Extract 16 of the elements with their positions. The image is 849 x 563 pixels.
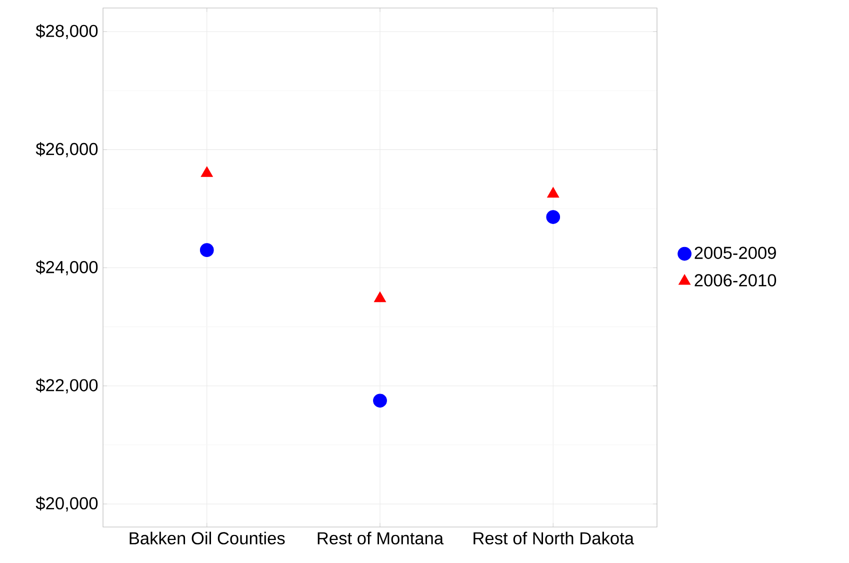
y-tick-label: $20,000 [36, 496, 98, 512]
y-tick-label: $28,000 [36, 24, 98, 40]
y-tick-label: $26,000 [36, 142, 98, 158]
point [546, 210, 560, 224]
x-tick-label: Bakken Oil Counties [130, 532, 285, 544]
point [373, 394, 387, 408]
x-tick-label: Rest of Montana [318, 532, 444, 544]
y-tick-label: $22,000 [36, 378, 98, 394]
point [547, 187, 560, 198]
point [374, 292, 386, 302]
point [200, 166, 213, 177]
legend-label: 2005-2009 [694, 246, 776, 259]
point [200, 243, 214, 258]
y-tick-label: $24,000 [36, 260, 98, 276]
x-tick-label: Rest of North Dakota [474, 532, 634, 544]
legend-label: 2006-2010 [694, 274, 776, 286]
